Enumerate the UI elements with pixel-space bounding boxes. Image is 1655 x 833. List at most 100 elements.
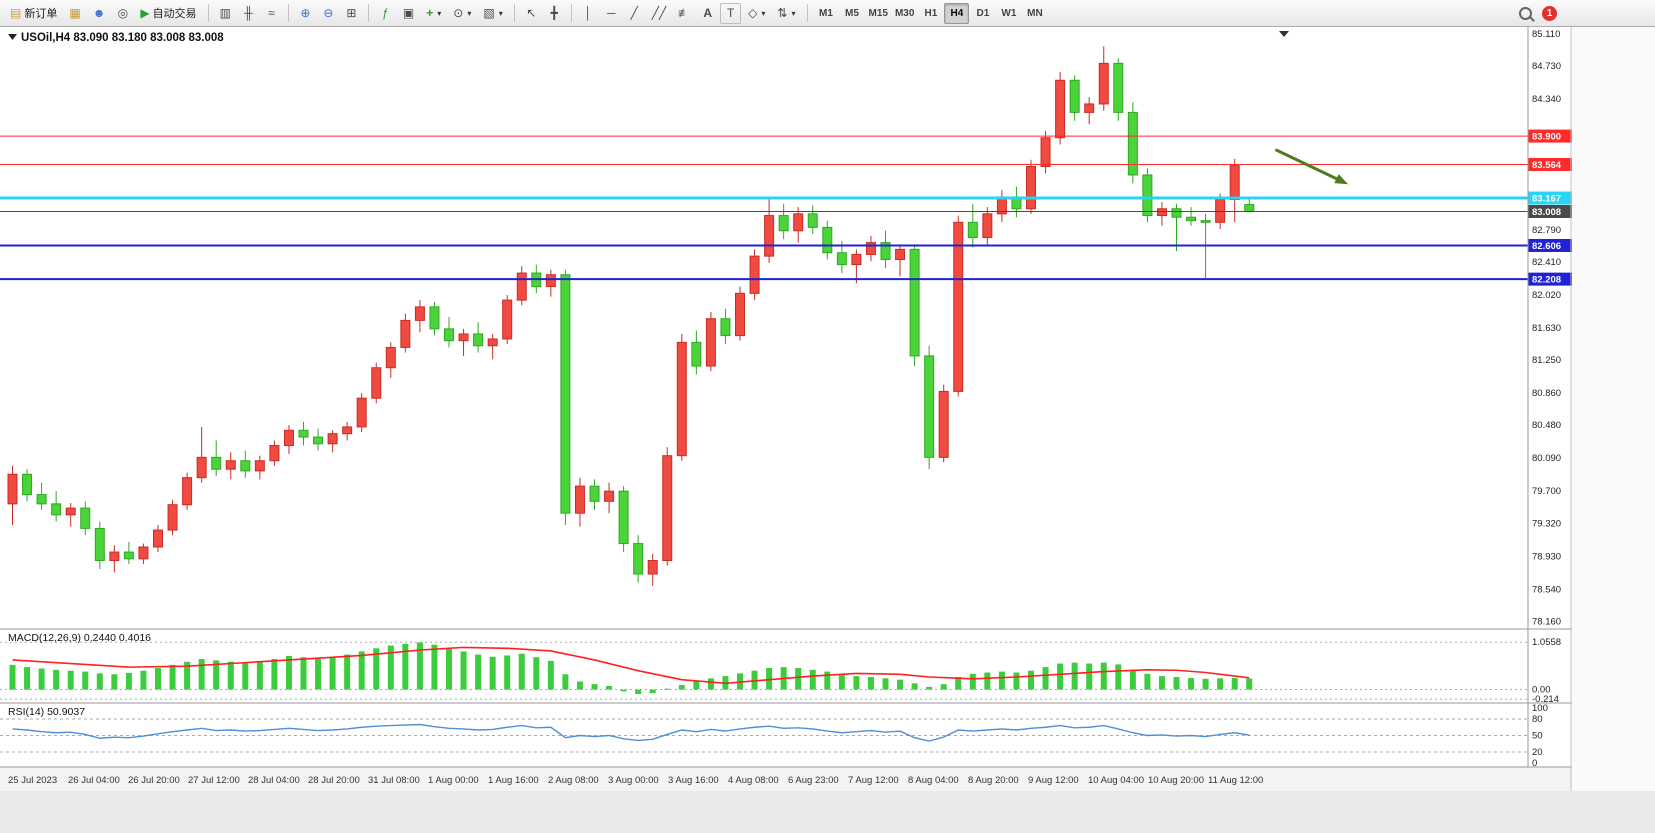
macd-bar (620, 689, 627, 692)
macd-bar (285, 655, 292, 690)
data-window-button[interactable]: ◎ (112, 3, 133, 24)
candle (356, 393, 367, 432)
macd-bar (198, 659, 205, 690)
macd-bar (9, 664, 16, 690)
notification-badge[interactable]: 1 (1542, 6, 1557, 21)
macd-bar (1217, 678, 1224, 690)
channel-tool-button[interactable]: ╱╱ (647, 3, 671, 24)
macd-bar (38, 668, 45, 690)
price-axis-label: 78.540 (1532, 584, 1561, 595)
svg-text:82.208: 82.208 (1532, 275, 1561, 286)
macd-bar (300, 657, 307, 690)
search-icon[interactable] (1519, 7, 1532, 20)
candle (51, 491, 62, 522)
price-tag: 82.606 (1528, 238, 1572, 252)
candle (1055, 71, 1066, 145)
macd-bar (416, 642, 423, 690)
market-watch-button[interactable]: ☻ (88, 3, 111, 24)
periods-button[interactable]: ⊙ ▾ (448, 3, 476, 24)
timeframe-M15[interactable]: M15 (866, 3, 891, 24)
timeframe-MN[interactable]: MN (1022, 3, 1047, 24)
shapes-tool-button[interactable]: ◇ ▾ (743, 3, 770, 24)
text-label-tool-button[interactable]: T (720, 2, 742, 24)
macd-bar (576, 681, 583, 690)
timeframe-H4[interactable]: H4 (944, 2, 970, 24)
candle (1069, 75, 1080, 121)
candle (65, 503, 76, 527)
price-axis-label: 81.250 (1532, 355, 1561, 366)
candle (167, 499, 178, 536)
macd-signal-line (12, 646, 1250, 685)
add-indicator-button[interactable]: + ▾ (421, 3, 446, 24)
timeframe-M1[interactable]: M1 (814, 3, 839, 24)
timeframe-D1[interactable]: D1 (970, 3, 995, 24)
symbols-button[interactable]: ▦ (64, 3, 85, 24)
timeframe-H1[interactable]: H1 (918, 3, 943, 24)
timeframe-W1[interactable]: W1 (996, 3, 1021, 24)
chart-canvas[interactable]: 85.110 84.730 84.340 82.790 82.410 82.020 81.6… (0, 27, 1655, 791)
new-order-button[interactable]: ▤ 新订单 (5, 3, 62, 24)
candle (982, 207, 993, 245)
cursor-tool-button[interactable]: ↖ (521, 3, 542, 24)
zoom-out-button[interactable]: ⊖ (318, 3, 339, 24)
macd-bar (315, 658, 322, 690)
rsi-axis-label: 20 (1532, 747, 1543, 758)
time-axis-label: 3 Aug 00:00 (608, 775, 659, 786)
candle (298, 421, 309, 446)
market-watch-icon: ☻ (92, 6, 106, 20)
text-tool-button[interactable]: A (697, 3, 718, 24)
macd-bar (664, 688, 671, 690)
candle (342, 421, 353, 441)
svg-text:83.900: 83.900 (1532, 132, 1561, 143)
candle (487, 333, 498, 360)
candle (22, 469, 33, 502)
macd-bar (1144, 673, 1151, 690)
price-axis-label: 79.700 (1532, 486, 1561, 497)
time-axis-label: 10 Aug 20:00 (1148, 775, 1204, 786)
objects-list-button[interactable]: ▣ (398, 3, 419, 24)
trend-arrow[interactable] (1274, 148, 1340, 182)
macd-bar (53, 669, 60, 690)
bar-chart-button[interactable]: ▥ (215, 3, 236, 24)
candle (851, 249, 862, 284)
horizontal-line-tool-button[interactable]: ─ (601, 3, 622, 24)
timeframe-M5[interactable]: M5 (840, 3, 865, 24)
right-margin-area (1572, 27, 1655, 791)
macd-bar (329, 656, 336, 690)
zoom-in-button[interactable]: ⊕ (295, 3, 316, 24)
candle (1186, 207, 1197, 226)
vertical-line-tool-button[interactable]: │ (578, 3, 599, 24)
one-click-trading-arrow[interactable] (8, 34, 17, 40)
indicators-button[interactable]: ƒ (375, 3, 396, 24)
toolbar-separator (513, 4, 515, 22)
candle (516, 266, 527, 306)
auto-trading-button[interactable]: ▶ 自动交易 (135, 3, 201, 24)
toolbar-separator (570, 4, 572, 22)
trend-arrow-head (1334, 174, 1349, 185)
candlestick-chart-button[interactable]: ╫ (238, 3, 259, 24)
time-axis-label: 10 Aug 04:00 (1088, 775, 1144, 786)
candle (80, 501, 91, 536)
price-axis-label: 84.730 (1532, 61, 1561, 72)
time-axis-label: 4 Aug 08:00 (728, 775, 779, 786)
text-label-icon: T (727, 6, 735, 20)
templates-button[interactable]: ▧ ▾ (478, 3, 507, 24)
price-tag: 83.167 (1528, 191, 1572, 205)
candle (458, 328, 469, 356)
time-axis-label: 8 Aug 04:00 (908, 775, 959, 786)
price-axis-label: 81.630 (1532, 323, 1561, 334)
timeframe-buttons: M1 M5 M15 M30 H1 H4 D1 W1 MN (814, 2, 1048, 24)
auto-trading-icon: ▶ (140, 6, 150, 20)
timeframe-M30[interactable]: M30 (892, 3, 917, 24)
time-axis-label: 28 Jul 04:00 (248, 775, 300, 786)
tile-windows-button[interactable]: ⊞ (341, 3, 362, 24)
macd-bar (96, 673, 103, 690)
fibonacci-tool-button[interactable]: ≢ (673, 3, 695, 24)
candle (414, 300, 425, 333)
crosshair-tool-button[interactable]: ╋ (544, 3, 565, 24)
chart-shift-marker[interactable] (1279, 31, 1289, 37)
line-chart-button[interactable]: ≈ (261, 3, 282, 24)
trendline-tool-button[interactable]: ╱ (624, 3, 645, 24)
arrows-tool-button[interactable]: ⇅ ▾ (772, 3, 800, 24)
candle (1113, 58, 1124, 121)
